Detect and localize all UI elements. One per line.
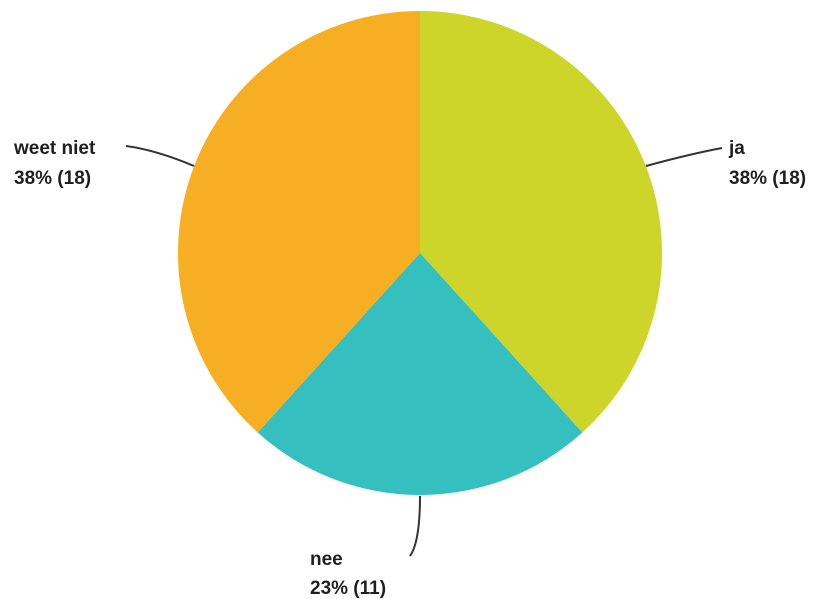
pie-slice-ja: [420, 11, 663, 433]
slice-label-ja: ja: [728, 138, 745, 159]
slice-labels: ja 38% (18) nee 23% (11) weet niet 38% (18): [13, 138, 806, 599]
pie-slices: [177, 11, 663, 496]
leader-line-ja: [645, 147, 723, 167]
leader-lines: [125, 145, 723, 557]
slice-value-nee: 23% (11): [310, 578, 386, 599]
pie-slice-nee: [257, 253, 583, 496]
pie-slice-weet-niet: [177, 11, 420, 433]
slice-value-ja: 38% (18): [729, 168, 806, 189]
leader-line-weet-niet: [125, 145, 195, 167]
slice-label-weet-niet: weet niet: [13, 138, 96, 159]
slice-value-weet-niet: 38% (18): [14, 168, 91, 189]
leader-line-nee: [409, 495, 421, 557]
slice-label-nee: nee: [310, 549, 343, 570]
